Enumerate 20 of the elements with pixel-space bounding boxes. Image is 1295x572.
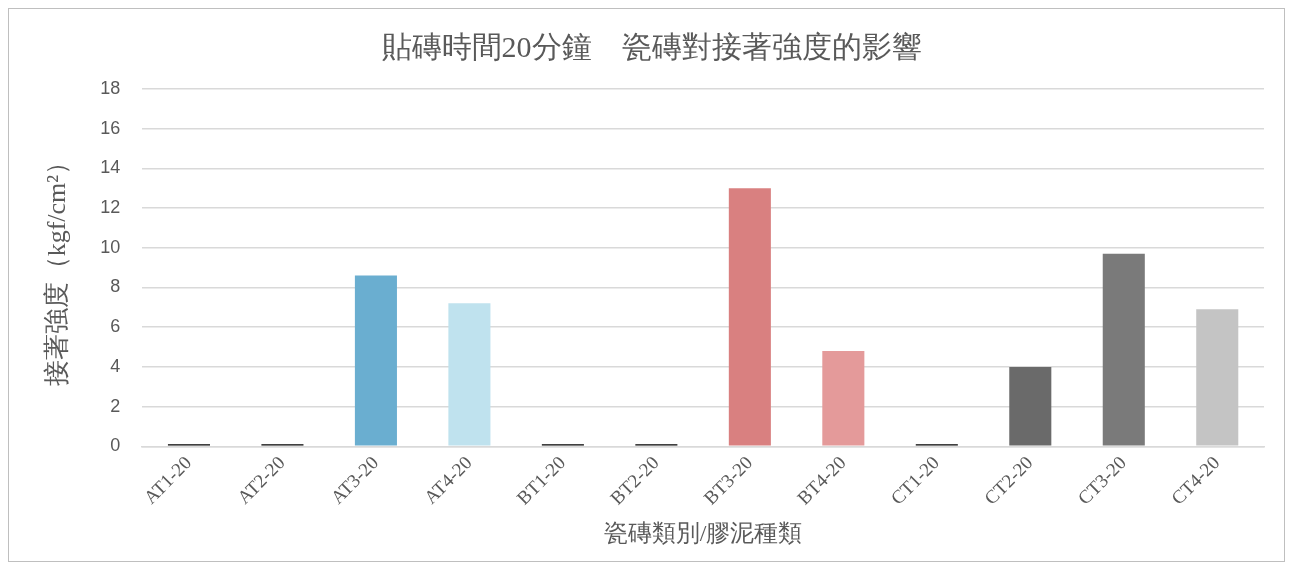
bar [1196, 309, 1239, 446]
bar [448, 303, 491, 446]
chart-title: 貼磚時間20分鐘 瓷磚對接著強度的影響 [381, 29, 922, 63]
y-tick-label: 16 [100, 117, 121, 138]
y-tick-label: 6 [110, 316, 121, 337]
y-tick-label: 4 [110, 355, 121, 376]
y-tick-label: 12 [100, 197, 121, 218]
y-tick-label: 14 [100, 157, 121, 178]
y-tick-label: 0 [110, 435, 121, 456]
y-tick-label: 2 [110, 395, 121, 416]
y-tick-label: 8 [110, 276, 121, 297]
bar [1009, 366, 1052, 446]
bar [1102, 253, 1145, 446]
bar [354, 275, 397, 446]
y-tick-label: 18 [100, 77, 121, 98]
y-axis-title: 接著強度（kgf/cm²） [42, 148, 72, 387]
bar [822, 351, 865, 446]
y-tick-label: 10 [100, 236, 121, 257]
x-axis-title: 瓷磚類別/膠泥種類 [603, 519, 803, 546]
bar [728, 188, 771, 446]
